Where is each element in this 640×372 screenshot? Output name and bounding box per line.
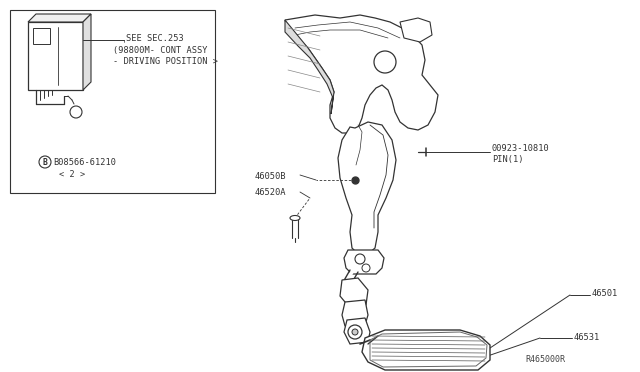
Circle shape [355,254,365,264]
Polygon shape [285,20,334,114]
Text: - DRIVING POSITION >: - DRIVING POSITION > [113,57,218,65]
Polygon shape [28,22,83,90]
Polygon shape [33,28,50,44]
Text: 00923-10810: 00923-10810 [492,144,550,153]
Text: 46050B: 46050B [255,171,287,180]
Bar [10,10,215,193]
Circle shape [352,329,358,335]
Polygon shape [400,18,432,42]
Polygon shape [342,300,368,326]
Polygon shape [362,330,490,370]
Polygon shape [340,278,368,308]
Circle shape [348,325,362,339]
Polygon shape [28,14,91,22]
Text: SEE SEC.253: SEE SEC.253 [126,33,184,42]
Circle shape [362,264,370,272]
Polygon shape [83,14,91,90]
Ellipse shape [290,215,300,221]
Circle shape [70,106,82,118]
Circle shape [374,51,396,73]
Text: < 2 >: < 2 > [59,170,85,179]
Polygon shape [338,122,396,254]
Text: R465000R: R465000R [525,356,565,365]
Circle shape [39,156,51,168]
Text: 46501: 46501 [592,289,618,298]
Text: 46520A: 46520A [255,187,287,196]
Text: 46531: 46531 [574,333,600,341]
Text: PIN(1): PIN(1) [492,154,524,164]
Text: B08566-61210: B08566-61210 [53,157,116,167]
Text: B: B [43,157,47,167]
Polygon shape [285,15,438,133]
Polygon shape [344,250,384,274]
Polygon shape [344,318,370,344]
Text: (98800M- CONT ASSY: (98800M- CONT ASSY [113,45,207,55]
